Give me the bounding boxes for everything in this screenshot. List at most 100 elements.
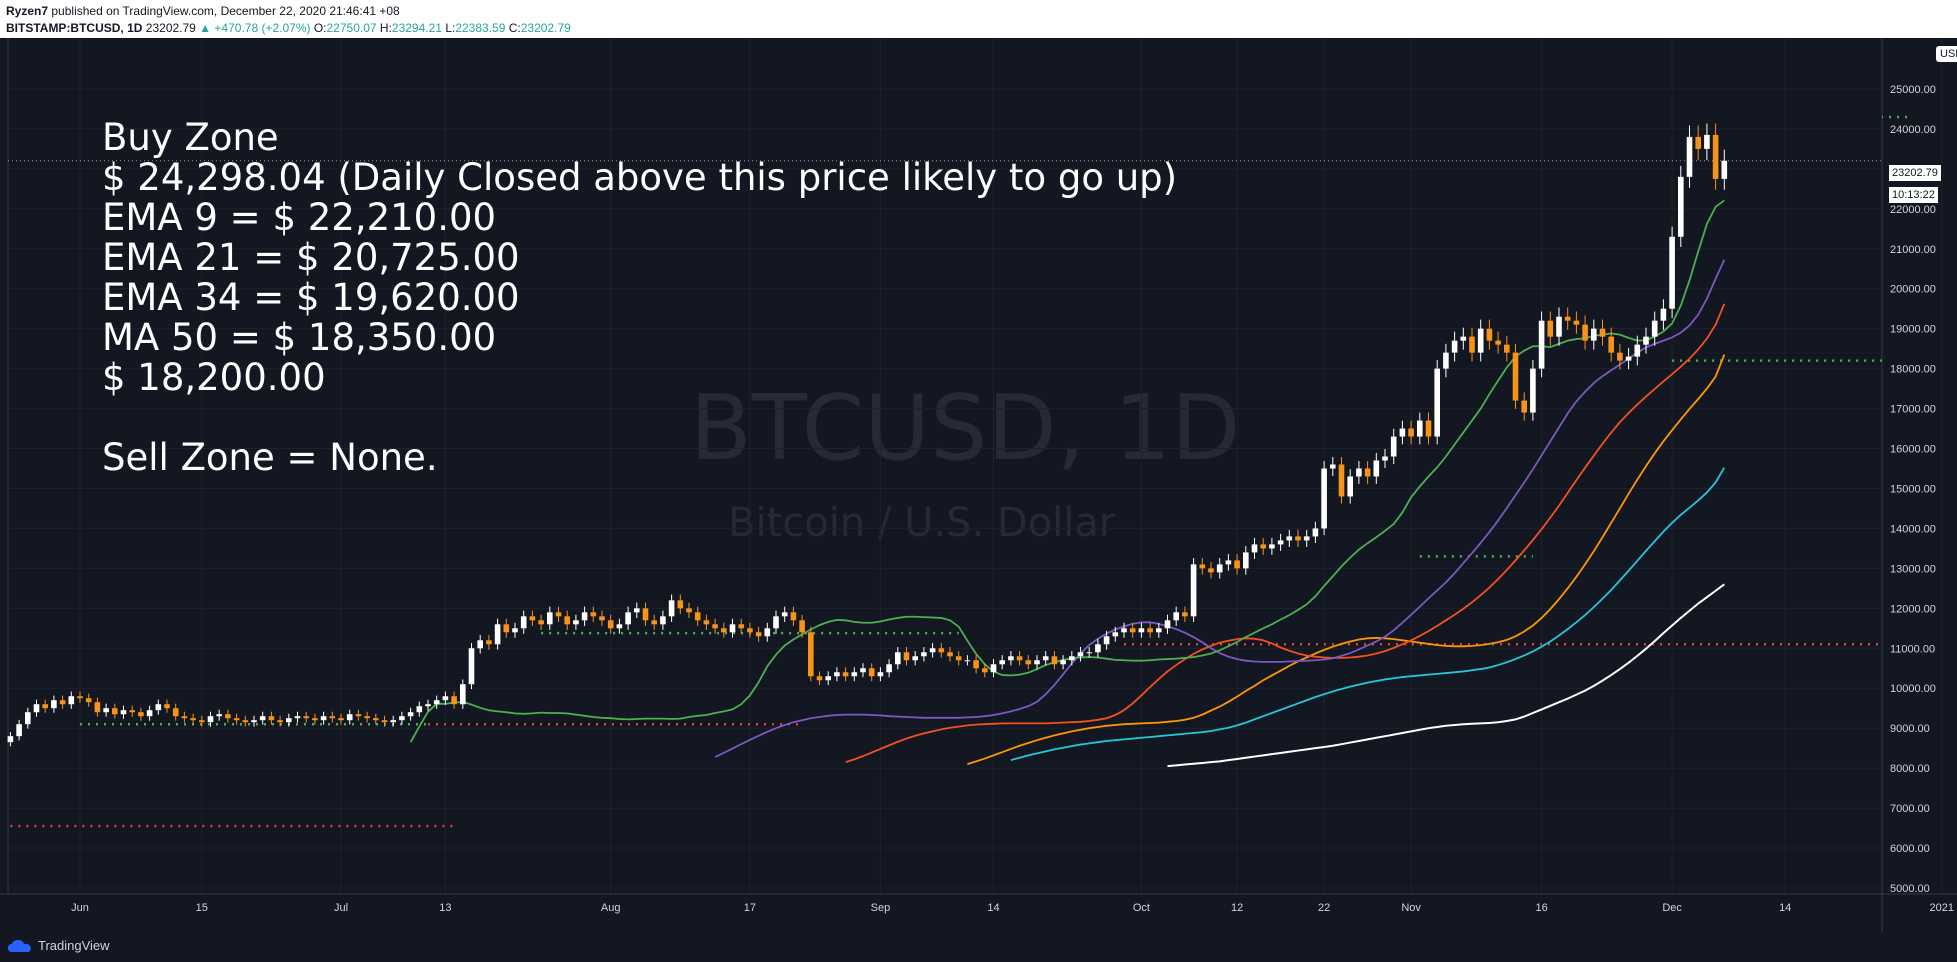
y-tick-label: 16000.00 [1890, 444, 1936, 456]
candle-body [251, 720, 257, 723]
currency-badge[interactable]: USD [1936, 46, 1957, 62]
symbol-label[interactable]: BITSTAMP:BTCUSD, 1D [6, 21, 143, 35]
candle-body [1277, 540, 1284, 545]
candle-body [1538, 320, 1545, 369]
note-sell-zone: Sell Zone = None. [102, 436, 438, 479]
candle-body [590, 612, 597, 617]
candle-body [25, 712, 31, 725]
note-blank [102, 398, 1177, 438]
watermark-symbol: BTCUSD, 1D [690, 376, 1241, 481]
candle-body [999, 660, 1005, 665]
y-tick-label: 11000.00 [1890, 643, 1935, 655]
candle-body [1425, 420, 1432, 437]
author-name[interactable]: Ryzen7 [6, 4, 49, 18]
candle-body [1025, 660, 1032, 665]
candle-body [1521, 400, 1527, 413]
candle-body [973, 660, 979, 669]
candle-body [1460, 336, 1467, 341]
open-label: O: [313, 21, 327, 35]
candle-body [1469, 336, 1475, 353]
candle-body [494, 624, 501, 645]
ema9-line [409, 199, 1725, 743]
ohlc-legend: BITSTAMP:BTCUSD, 1D 23202.79 ▲ +470.78 (… [6, 21, 571, 35]
candle-body [1408, 428, 1414, 437]
candle-body [233, 718, 240, 721]
candle-body [425, 704, 431, 707]
y-tick-label: 6000.00 [1890, 843, 1930, 855]
candle-body [1660, 308, 1667, 321]
candle-body [1156, 628, 1162, 633]
candle-body [51, 700, 57, 709]
candle-body [451, 696, 457, 705]
candle-body [259, 716, 266, 721]
candle-body [407, 712, 414, 717]
last-price: 23202.79 [145, 21, 196, 35]
candle-body [1312, 528, 1319, 537]
candle-body [1373, 460, 1380, 477]
candle-body [929, 648, 936, 653]
candle-body [1599, 328, 1606, 337]
x-tick-label: 17 [744, 902, 756, 914]
candle-body [1008, 656, 1014, 661]
candle-body [1495, 340, 1501, 345]
current-price-label: 23202.79 [1888, 164, 1942, 182]
candle-body [138, 712, 144, 717]
candle-body [607, 620, 614, 629]
candle-body [1486, 328, 1493, 341]
candle-body [338, 718, 344, 721]
candle-body [921, 652, 927, 657]
tradingview-brand: TradingView [38, 938, 110, 953]
candle-body [1269, 544, 1275, 549]
y-tick-label: 9000.00 [1890, 723, 1930, 735]
y-tick-label: 24000.00 [1890, 124, 1936, 136]
candle-body [442, 696, 449, 701]
candle-body [964, 660, 971, 662]
candle-body [77, 696, 83, 699]
candle-body [712, 624, 718, 629]
tradingview-cloud-icon [8, 939, 31, 952]
x-tick-label: 15 [196, 902, 208, 914]
candle-body [1129, 628, 1136, 633]
candle-body [555, 612, 562, 617]
chart-area[interactable]: BTCUSD, 1D Bitcoin / U.S. Dollar 5000.00… [0, 38, 1957, 932]
candle-body [1199, 564, 1206, 569]
candle-body [1651, 320, 1658, 337]
price-chart[interactable]: 5000.00 6000.00 7000.00 8000.00 9000.00 10000… [0, 38, 1957, 932]
candle-body [268, 716, 275, 721]
ma100-line [1010, 467, 1726, 762]
y-tick-label: 12000.00 [1890, 603, 1936, 615]
candle-body [1077, 652, 1084, 657]
candle-body [1417, 420, 1423, 437]
analysis-notes: Buy Zone $ 24,298.04 (Daily Closed above… [102, 118, 1177, 478]
candle-body [738, 624, 744, 629]
candle-body [1086, 652, 1092, 654]
candle-body [312, 718, 318, 721]
candle-body [199, 720, 205, 723]
candle-body [1147, 628, 1153, 633]
candle-body [1712, 134, 1719, 179]
low-label: L: [445, 21, 456, 35]
x-tick-label: 14 [987, 902, 999, 914]
candle-body [1356, 468, 1362, 477]
candle-body [181, 716, 188, 719]
x-tick-label: 2021 [1930, 902, 1954, 914]
candle-body [85, 698, 92, 703]
y-tick-label: 14000.00 [1890, 523, 1936, 535]
candle-body [1443, 352, 1449, 369]
candle-body [7, 736, 14, 743]
candle-body [355, 714, 362, 717]
candle-body [816, 676, 823, 681]
tradingview-logo[interactable]: TradingView [8, 938, 110, 953]
candle-body [346, 714, 353, 721]
publish-info: Ryzen7 published on TradingView.com, Dec… [6, 4, 400, 18]
note-buy-zone: Buy Zone [102, 116, 279, 159]
candle-body [851, 672, 858, 677]
candle-body [277, 720, 283, 723]
candle-body [781, 612, 788, 617]
candle-body [1382, 456, 1388, 461]
candle-body [390, 720, 396, 723]
candle-body [868, 668, 875, 677]
candle-body [242, 720, 249, 723]
candle-body [938, 648, 945, 653]
candle-body [294, 716, 301, 719]
